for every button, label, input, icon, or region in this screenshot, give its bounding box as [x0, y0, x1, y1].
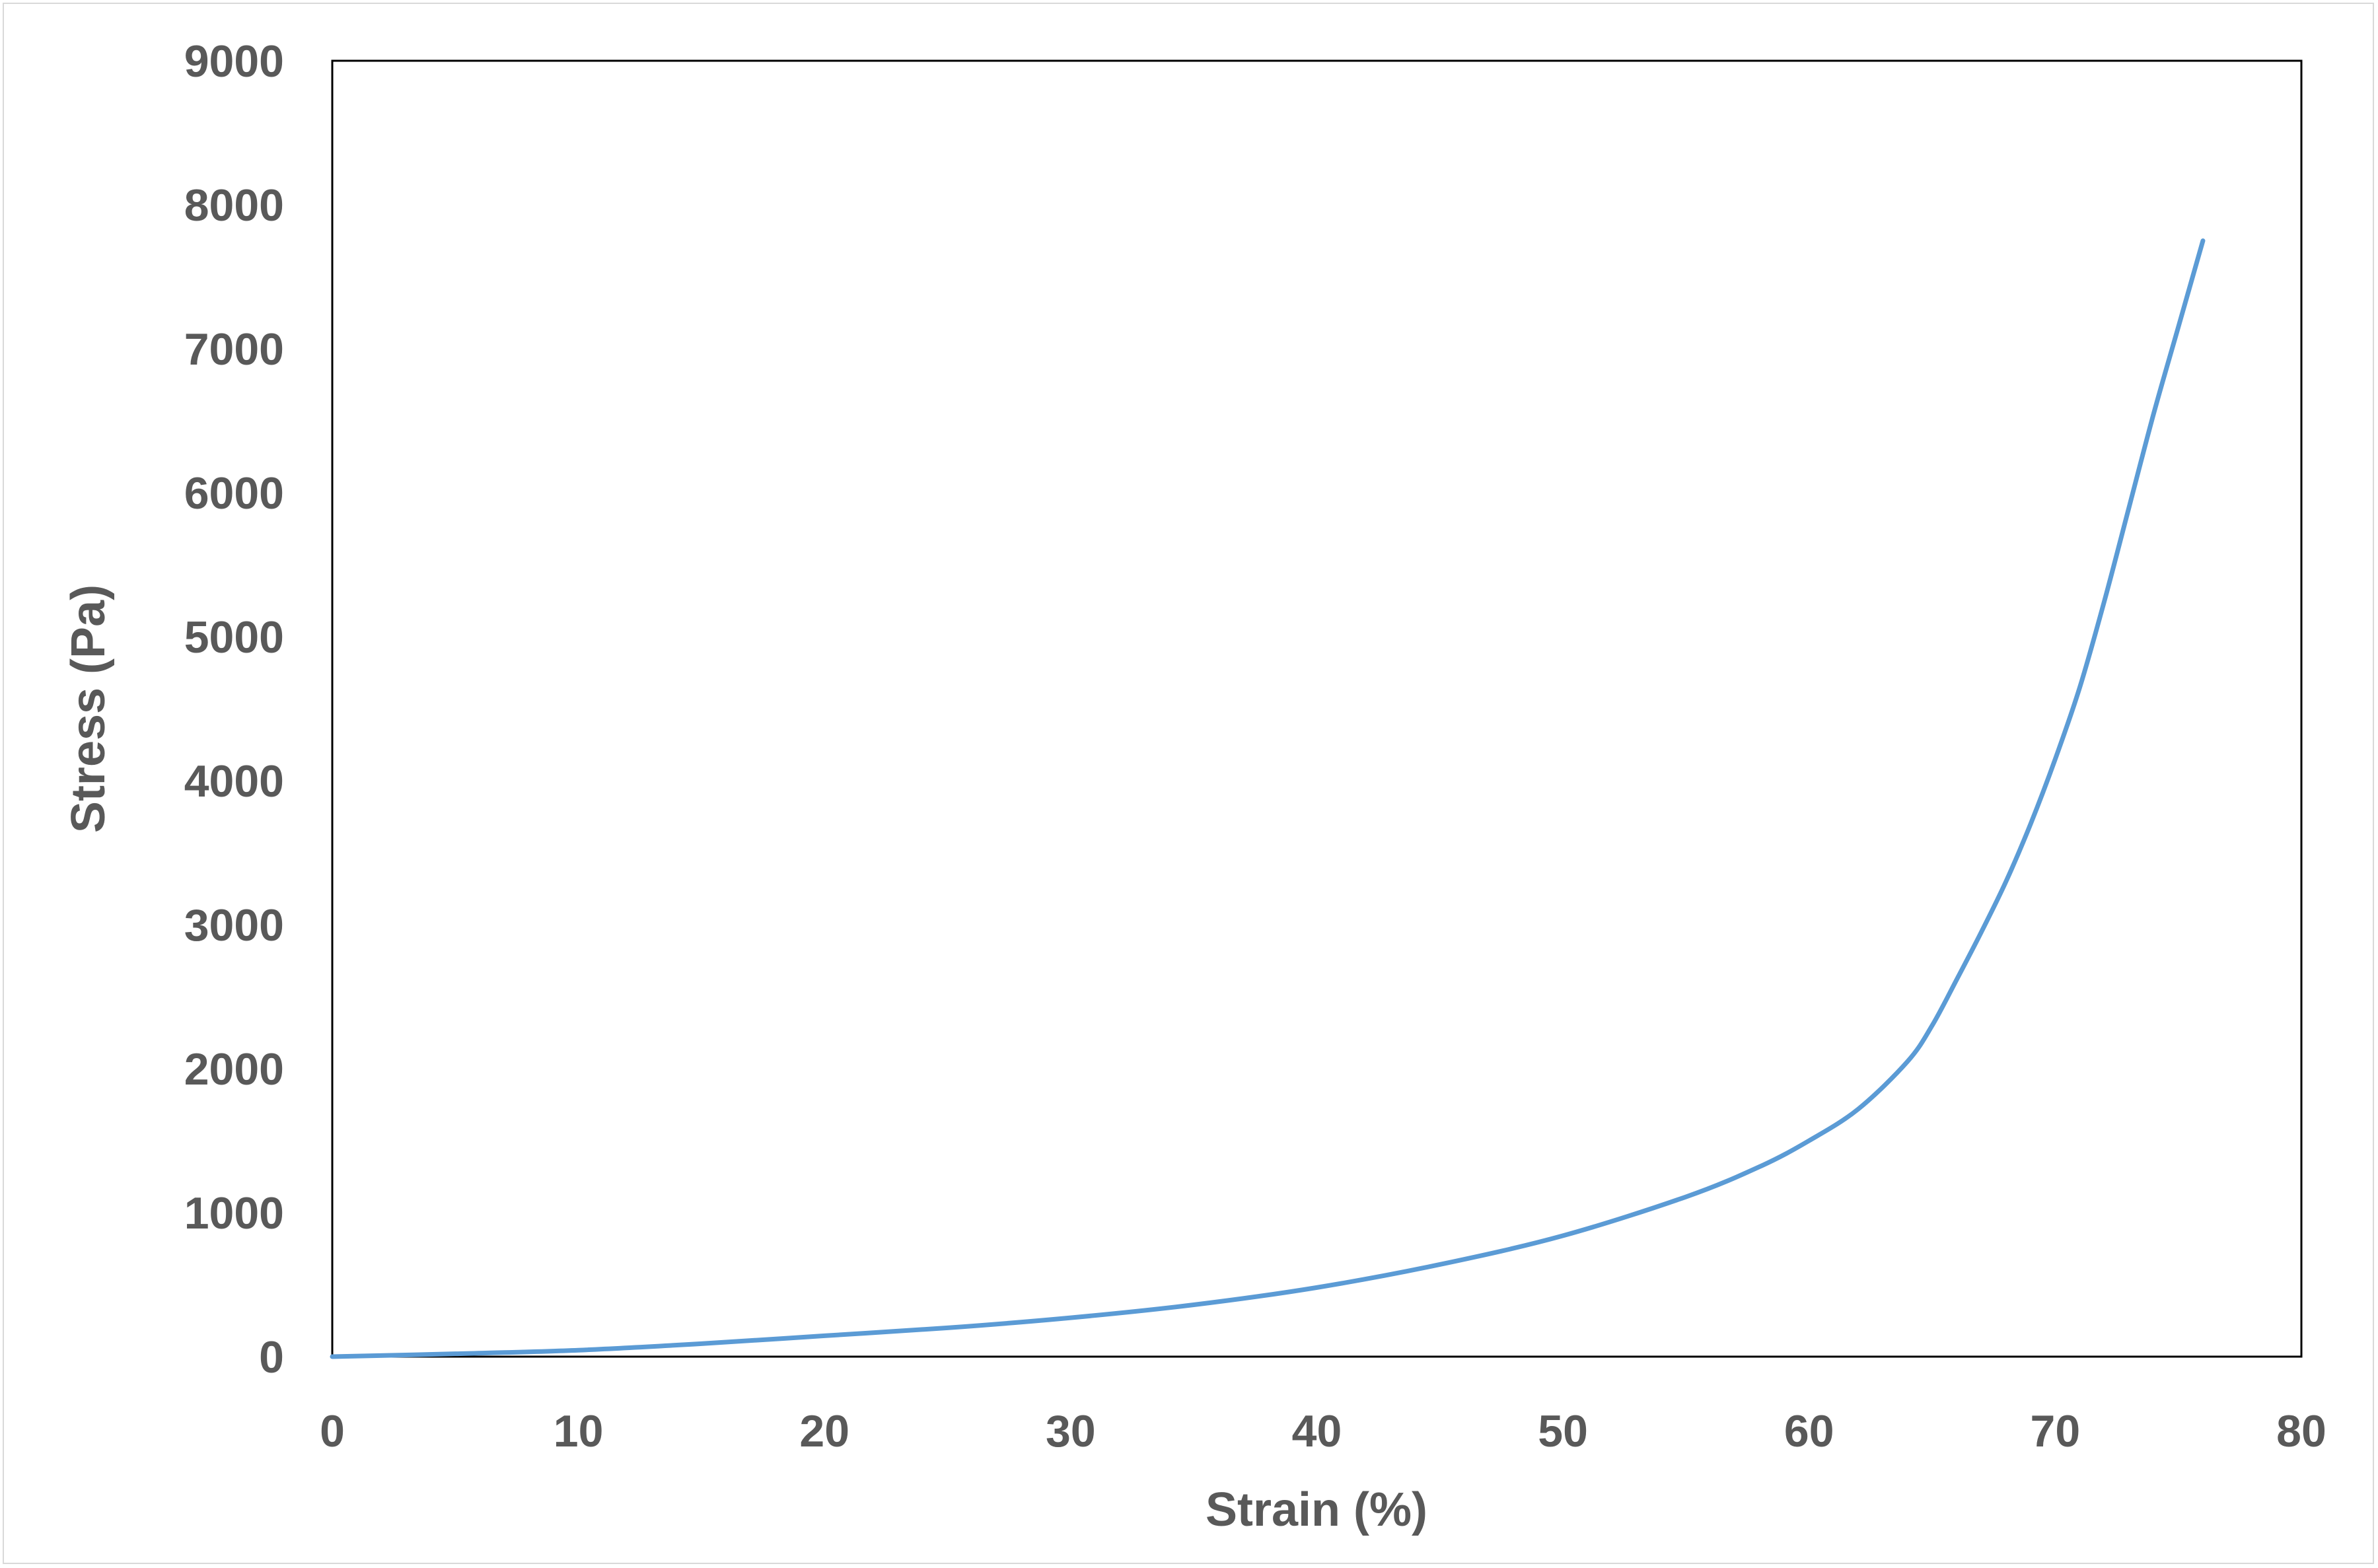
- x-tick-label: 10: [554, 1406, 604, 1456]
- x-tick-label: 50: [1538, 1406, 1588, 1456]
- y-tick-label: 1000: [184, 1188, 284, 1238]
- x-tick-label: 70: [2031, 1406, 2081, 1456]
- y-tick-label: 3000: [184, 900, 284, 950]
- x-tick-label: 40: [1292, 1406, 1342, 1456]
- y-tick-label: 0: [259, 1332, 284, 1382]
- x-tick-label: 60: [1784, 1406, 1834, 1456]
- y-axis-title: Stress (Pa): [62, 585, 115, 833]
- y-tick-label: 9000: [184, 36, 284, 87]
- x-axis-ticks: 0 10 20 30 40 50 60 70 80: [320, 1406, 2326, 1456]
- x-tick-label: 80: [2276, 1406, 2326, 1456]
- y-tick-label: 5000: [184, 612, 284, 662]
- plot-area: [331, 59, 2303, 1358]
- x-tick-label: 30: [1046, 1406, 1096, 1456]
- y-tick-label: 4000: [184, 756, 284, 806]
- x-tick-label: 20: [799, 1406, 849, 1456]
- y-tick-label: 8000: [184, 180, 284, 231]
- series-line-0: [330, 238, 2206, 1359]
- series-layer: [330, 238, 2206, 1359]
- y-tick-label: 6000: [184, 468, 284, 518]
- x-tick-label: 0: [320, 1406, 345, 1456]
- y-tick-label: 2000: [184, 1044, 284, 1094]
- y-tick-label: 7000: [184, 324, 284, 374]
- y-axis-ticks: 0 1000 2000 3000 4000 5000 6000 7000 8000 9000: [184, 36, 284, 1382]
- x-axis-title: Strain (%): [1206, 1483, 1427, 1536]
